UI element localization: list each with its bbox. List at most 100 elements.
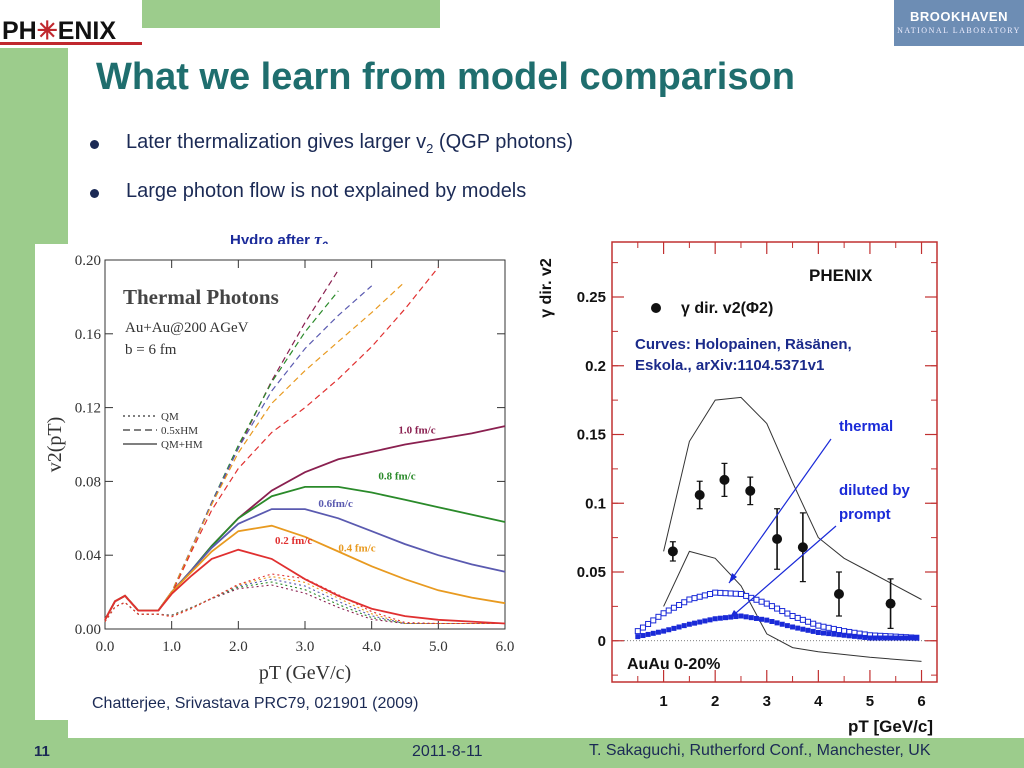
data-point: [667, 546, 678, 557]
phenix-v2-chart: 1 2 3 4 5 6 0 0.05 0.1 0.15 0.2 0.25 pT [GeV/c] γ dir…: [531, 236, 996, 738]
diluted-annotation-line1: diluted by: [839, 482, 910, 499]
diluted-marker: [908, 635, 914, 641]
plot-frame: [611, 241, 938, 683]
thermal-marker: [732, 590, 739, 597]
diluted-marker: [877, 635, 883, 641]
thermal-marker: [691, 595, 698, 602]
thermal-marker: [743, 592, 750, 599]
y-axis-label: v2(pT): [44, 417, 66, 473]
data-point: [745, 485, 756, 496]
thermal-marker: [753, 596, 760, 603]
diluted-marker: [733, 614, 739, 620]
diluted-marker: [800, 626, 806, 632]
thermal-annotation: thermal: [839, 418, 893, 435]
legend-label: γ dir. v2(Φ2): [681, 300, 773, 317]
x-tick-label: 2: [711, 693, 719, 710]
diluted-marker: [826, 631, 832, 637]
plot-background: [531, 236, 996, 738]
thermal-marker: [670, 604, 677, 611]
diluted-marker: [645, 631, 651, 637]
figure-caption: Chatterjee, Srivastava PRC79, 021901 (20…: [92, 695, 419, 712]
y-tick-label: 0.20: [75, 253, 101, 269]
thermal-marker: [799, 616, 806, 623]
y-tick-label: 0.12: [75, 401, 101, 417]
y-tick-label: 0.1: [585, 495, 606, 512]
diluted-marker: [707, 617, 713, 623]
diluted-marker: [738, 613, 744, 619]
data-point: [772, 534, 783, 544]
thermal-marker: [784, 610, 791, 617]
diluted-marker: [795, 625, 801, 631]
diluted-marker: [635, 634, 641, 640]
band-upper-curve: [663, 396, 922, 600]
diluted-marker: [676, 624, 682, 630]
thermal-marker: [712, 589, 719, 596]
phenix-logo: PH✳ENIX: [0, 0, 142, 48]
diluted-marker: [743, 614, 749, 620]
diluted-marker: [692, 620, 698, 626]
diluted-marker: [893, 635, 899, 641]
plot-background: [35, 244, 515, 720]
y-tick-label: 0.25: [577, 289, 606, 306]
thermal-marker: [820, 623, 827, 630]
phenix-plot-logo: PHENIX: [809, 266, 873, 285]
thermal-marker: [701, 592, 708, 599]
x-tick-label: 4.0: [362, 639, 381, 655]
x-tick-label: 4: [814, 693, 823, 710]
thermal-marker: [722, 590, 729, 597]
thermal-marker: [727, 590, 734, 597]
diluted-annotation-line2: prompt: [839, 506, 891, 523]
slide-title: What we learn from model comparison: [96, 56, 795, 98]
diluted-marker: [882, 635, 888, 641]
bullet-dot: [90, 140, 99, 149]
diluted-marker: [888, 635, 894, 641]
diluted-marker: [851, 633, 857, 639]
y-tick-label: 0.15: [577, 427, 606, 444]
thermal-marker: [768, 603, 775, 610]
diluted-marker: [697, 619, 703, 625]
diluted-marker: [650, 630, 656, 636]
diluted-marker: [810, 628, 816, 634]
x-tick-label: 1: [659, 693, 667, 710]
diluted-marker: [686, 621, 692, 627]
diluted-marker: [666, 627, 672, 633]
diluted-arrow: [728, 525, 837, 620]
top-accent-bar: [140, 0, 440, 28]
y-tick-label: 0: [598, 633, 606, 650]
chart-title: Thermal Photons: [123, 285, 279, 309]
slide-author: T. Sakaguchi, Rutherford Conf., Manchest…: [589, 742, 931, 759]
data-point: [719, 474, 730, 485]
diluted-marker: [841, 632, 847, 638]
diluted-marker: [681, 623, 687, 629]
series-dotted-line: [104, 573, 505, 625]
x-tick-label: 6.0: [496, 639, 515, 655]
x-tick-label: 5: [866, 693, 874, 710]
diluted-marker: [867, 635, 873, 641]
thermal-marker: [737, 591, 744, 597]
diluted-marker: [717, 615, 723, 621]
diluted-marker: [836, 632, 842, 638]
series-label: 0.8 fm/c: [378, 471, 415, 483]
y-tick-label: 0.2: [585, 358, 606, 375]
thermal-marker: [774, 605, 781, 612]
x-tick-label: 5.0: [429, 639, 448, 655]
series-label: 0.6fm/c: [318, 498, 353, 510]
thermal-marker: [707, 591, 714, 597]
thermal-marker: [815, 622, 822, 629]
diluted-marker: [774, 620, 780, 626]
diluted-marker: [753, 615, 759, 621]
curves-annotation-line2: Eskola., arXiv:1104.5371v1: [635, 357, 824, 374]
diluted-marker: [805, 627, 811, 633]
chart-subtitle: b = 6 fm: [125, 342, 177, 358]
x-tick-label: 1.0: [162, 639, 181, 655]
thermal-marker: [676, 602, 683, 608]
diluted-marker: [815, 630, 821, 635]
y-tick-label: 0.05: [577, 564, 606, 581]
legend-label: QM+HM: [161, 439, 203, 451]
x-tick-label: 6: [917, 693, 925, 710]
centrality-annotation: AuAu 0-20%: [627, 656, 720, 673]
thermal-arrowhead: [729, 573, 737, 583]
diluted-marker: [769, 619, 775, 624]
y-tick-label: 0.04: [75, 548, 102, 564]
diluted-marker: [640, 633, 646, 639]
